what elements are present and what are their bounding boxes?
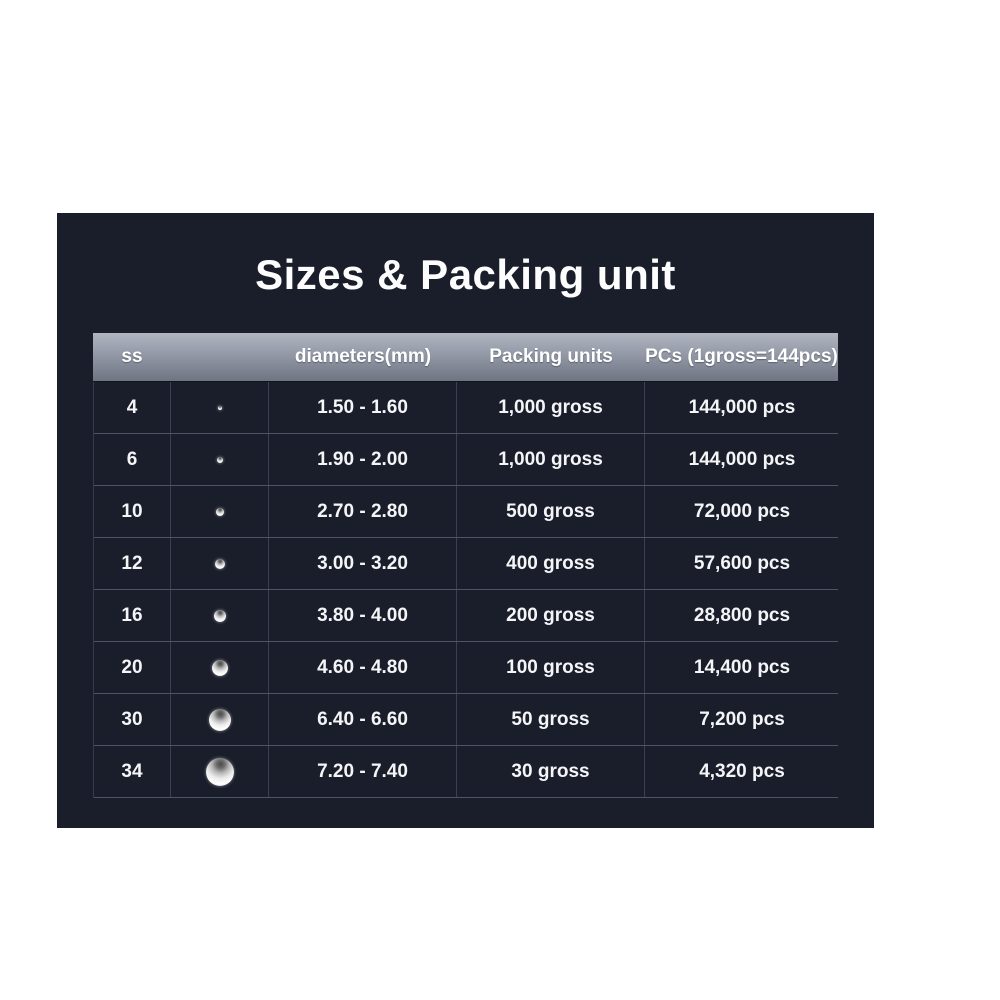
column-header-pcs: PCs (1gross=144pcs) (645, 346, 838, 367)
page-title: Sizes & Packing unit (255, 251, 676, 298)
rhinestone-icon (205, 757, 234, 786)
rhinestone-icon (211, 659, 228, 676)
cell-diameters: 7.20 - 7.40 (269, 746, 457, 797)
column-header-diameters: diameters(mm) (294, 346, 432, 367)
cell-pcs: 57,600 pcs (693, 552, 791, 574)
sizes-packing-table: ss diameters(mm) Packing units PCs (1gro… (93, 333, 838, 798)
table-row: 6 1.90 - 2.00 1,000 gross 144,000 pcs (94, 434, 838, 486)
cell-pcs: 144,000 pcs (688, 396, 796, 418)
cell-ss: 16 (94, 590, 171, 641)
table-row: 20 4.60 - 4.80 100 gross 14,400 pcs (94, 642, 838, 694)
cell-ss: 30 (94, 694, 171, 745)
cell-pcs: 28,800 pcs (693, 604, 791, 626)
table-row: 16 3.80 - 4.00 200 gross 28,800 pcs (94, 590, 838, 642)
cell-packing-units: 30 gross (457, 746, 645, 797)
cell-stone-image (171, 590, 269, 641)
cell-stone-image (171, 434, 269, 485)
cell-packing-units: 1,000 gross (457, 382, 645, 433)
table-row: 4 1.50 - 1.60 1,000 gross 144,000 pcs (94, 382, 838, 434)
cell-stone-image (171, 382, 269, 433)
cell-packing-units: 100 gross (457, 642, 645, 693)
cell-stone-image (171, 538, 269, 589)
cell-pcs: 14,400 pcs (693, 656, 791, 678)
table-row: 34 7.20 - 7.40 30 gross 4,320 pcs (94, 746, 838, 798)
sizes-packing-panel: Sizes & Packing unit ss diameters(mm) Pa… (57, 213, 874, 828)
cell-ss: 6 (94, 434, 171, 485)
rhinestone-icon (208, 708, 231, 731)
cell-pcs: 72,000 pcs (693, 500, 791, 522)
cell-stone-image (171, 694, 269, 745)
rhinestone-icon (214, 558, 225, 569)
cell-packing-units: 500 gross (457, 486, 645, 537)
table-header-row: ss diameters(mm) Packing units PCs (1gro… (93, 333, 838, 382)
cell-diameters: 6.40 - 6.60 (269, 694, 457, 745)
cell-diameters: 3.00 - 3.20 (269, 538, 457, 589)
cell-stone-image (171, 746, 269, 797)
cell-ss: 34 (94, 746, 171, 797)
cell-pcs: 144,000 pcs (688, 448, 796, 470)
table-row: 10 2.70 - 2.80 500 gross 72,000 pcs (94, 486, 838, 538)
cell-pcs: 4,320 pcs (699, 760, 785, 782)
rhinestone-icon (215, 507, 224, 516)
table-row: 12 3.00 - 3.20 400 gross 57,600 pcs (94, 538, 838, 590)
cell-packing-units: 50 gross (457, 694, 645, 745)
cell-ss: 10 (94, 486, 171, 537)
cell-diameters: 1.50 - 1.60 (269, 382, 457, 433)
cell-ss: 4 (94, 382, 171, 433)
table-body: 4 1.50 - 1.60 1,000 gross 144,000 pcs 6 1.90 … (93, 382, 838, 798)
cell-ss: 20 (94, 642, 171, 693)
cell-packing-units: 1,000 gross (457, 434, 645, 485)
column-header-ss: ss (121, 346, 143, 367)
cell-diameters: 1.90 - 2.00 (269, 434, 457, 485)
cell-diameters: 3.80 - 4.00 (269, 590, 457, 641)
cell-stone-image (171, 486, 269, 537)
column-header-packing-units: Packing units (489, 346, 613, 367)
cell-stone-image (171, 642, 269, 693)
cell-ss: 12 (94, 538, 171, 589)
rhinestone-icon (216, 456, 223, 463)
cell-diameters: 2.70 - 2.80 (269, 486, 457, 537)
rhinestone-icon (213, 609, 226, 622)
cell-packing-units: 200 gross (457, 590, 645, 641)
table-row: 30 6.40 - 6.60 50 gross 7,200 pcs (94, 694, 838, 746)
cell-packing-units: 400 gross (457, 538, 645, 589)
rhinestone-icon (217, 405, 222, 410)
cell-pcs: 7,200 pcs (699, 708, 785, 730)
cell-diameters: 4.60 - 4.80 (269, 642, 457, 693)
